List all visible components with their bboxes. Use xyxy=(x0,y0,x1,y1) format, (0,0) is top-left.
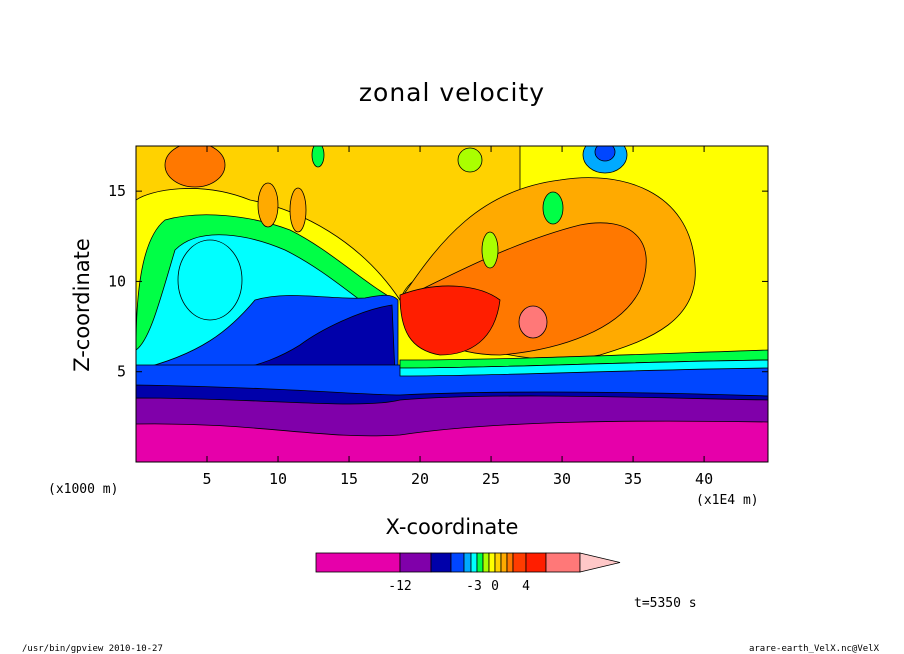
colorbar-label: 4 xyxy=(522,579,530,594)
contour-core-cyan xyxy=(177,239,243,321)
contour-band-pink xyxy=(518,305,548,339)
colorbar-segment xyxy=(494,552,502,573)
colorbar-segment xyxy=(500,552,508,573)
contour-field xyxy=(136,146,768,462)
colorbar-segment xyxy=(450,552,465,573)
contour-blob-orange-1 xyxy=(257,182,279,228)
colorbar-segment xyxy=(476,552,484,573)
contour-band-red xyxy=(399,285,501,356)
chart-title: zonal velocity xyxy=(358,78,546,107)
y-tick-label: 5 xyxy=(117,363,126,381)
x-tick-label: 10 xyxy=(269,470,287,488)
x-tick-label: 25 xyxy=(482,470,500,488)
contour-blob-lime xyxy=(457,147,483,173)
colorbar-segment xyxy=(430,552,452,573)
contour-blob-orange-2 xyxy=(289,187,307,233)
colorbar-segment xyxy=(512,552,527,573)
x-tick-label: 30 xyxy=(553,470,571,488)
x-tick-label: 35 xyxy=(624,470,642,488)
contour-strip-cyan xyxy=(399,359,768,377)
contour-blob-orange-top xyxy=(164,146,226,188)
colorbar-segment xyxy=(399,552,432,573)
y-axis-unit: (x1000 m) xyxy=(48,482,119,497)
x-axis-label: X-coordinate xyxy=(385,515,519,539)
colorbar-segment xyxy=(545,552,581,573)
colorbar-segment xyxy=(482,552,490,573)
colorbar-segment xyxy=(525,552,547,573)
colorbar-segment xyxy=(463,552,472,573)
x-axis-unit: (x1E4 m) xyxy=(696,493,759,508)
colorbar-segment xyxy=(488,552,496,573)
time-annotation: t=5350 s xyxy=(634,596,697,611)
footer-left: /usr/bin/gpview 2010-10-27 xyxy=(22,644,163,654)
colorbar-segment xyxy=(315,552,401,573)
y-tick-label: 10 xyxy=(108,272,126,290)
colorbar-segment xyxy=(506,552,514,573)
contour-blob-green xyxy=(542,191,564,225)
x-tick-label: 40 xyxy=(695,470,713,488)
y-tick-label: 15 xyxy=(108,182,126,200)
contour-blob-green-top xyxy=(311,146,325,168)
footer-right: arare-earth_VelX.nc@VelX xyxy=(748,644,879,654)
colorbar-label: 0 xyxy=(491,579,499,594)
contour-layer-magenta xyxy=(136,420,768,462)
contour-blob-blue-top xyxy=(594,146,616,162)
x-tick-label: 5 xyxy=(202,470,211,488)
x-tick-label: 20 xyxy=(411,470,429,488)
contour-blob-lime-2 xyxy=(481,231,499,269)
colorbar-label: -3 xyxy=(466,579,482,594)
colorbar-segment xyxy=(470,552,478,573)
colorbar-label: -12 xyxy=(388,579,411,594)
x-tick-label: 15 xyxy=(340,470,358,488)
plot-frame xyxy=(135,145,769,463)
colorbar-arrow xyxy=(579,552,621,573)
